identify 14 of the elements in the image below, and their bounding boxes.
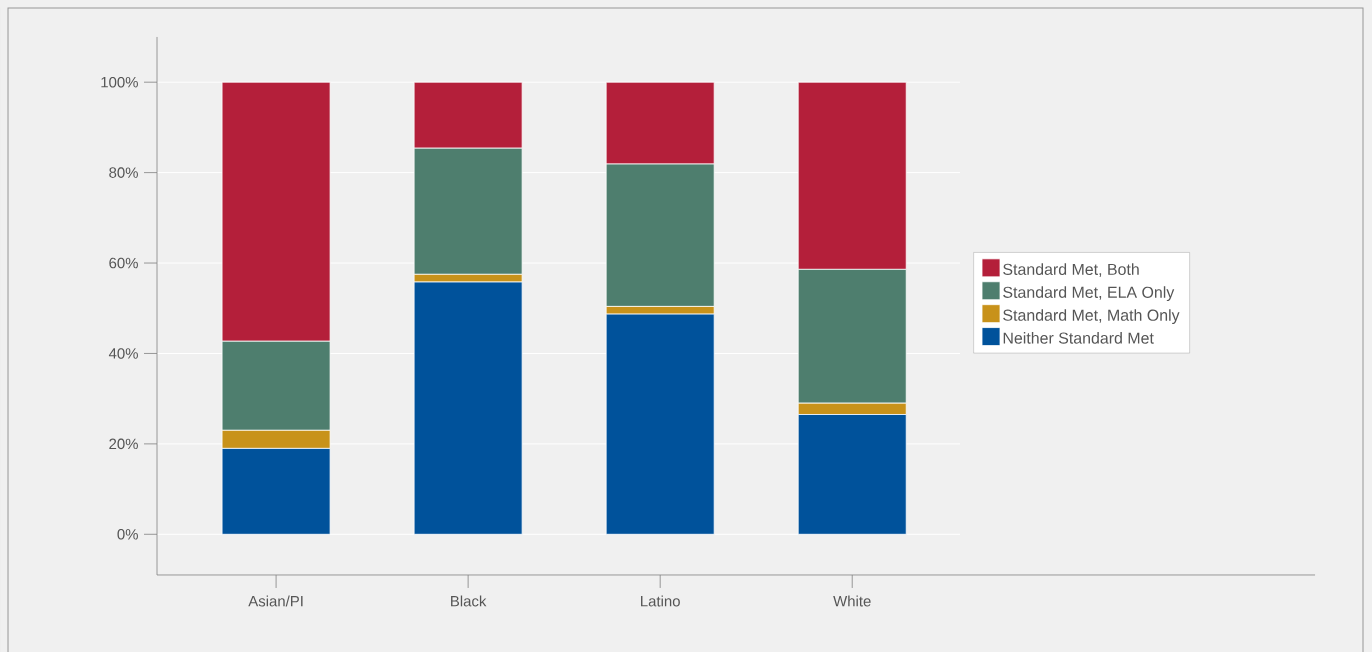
y-tick-label: 40% — [108, 348, 138, 359]
y-tick-label: 0% — [117, 529, 138, 540]
y-tick-label: 100% — [101, 76, 138, 88]
y-tick-label: 20% — [109, 438, 138, 450]
x-tick-label: Asian/PI — [248, 595, 303, 607]
x-tick-label: White — [833, 595, 871, 607]
x-tick-label: Latino — [641, 595, 680, 607]
legend-label: Neither Standard Met — [1003, 332, 1154, 344]
x-tick-label: Black — [451, 595, 487, 607]
legend-label: Standard Met, ELA Only — [1003, 286, 1175, 302]
legend-label: Standard Met, Both — [1003, 263, 1139, 277]
legend-label: Standard Met, Math Only — [1003, 309, 1180, 324]
y-tick-label: 80% — [109, 167, 138, 178]
y-tick-label: 60% — [109, 257, 138, 269]
